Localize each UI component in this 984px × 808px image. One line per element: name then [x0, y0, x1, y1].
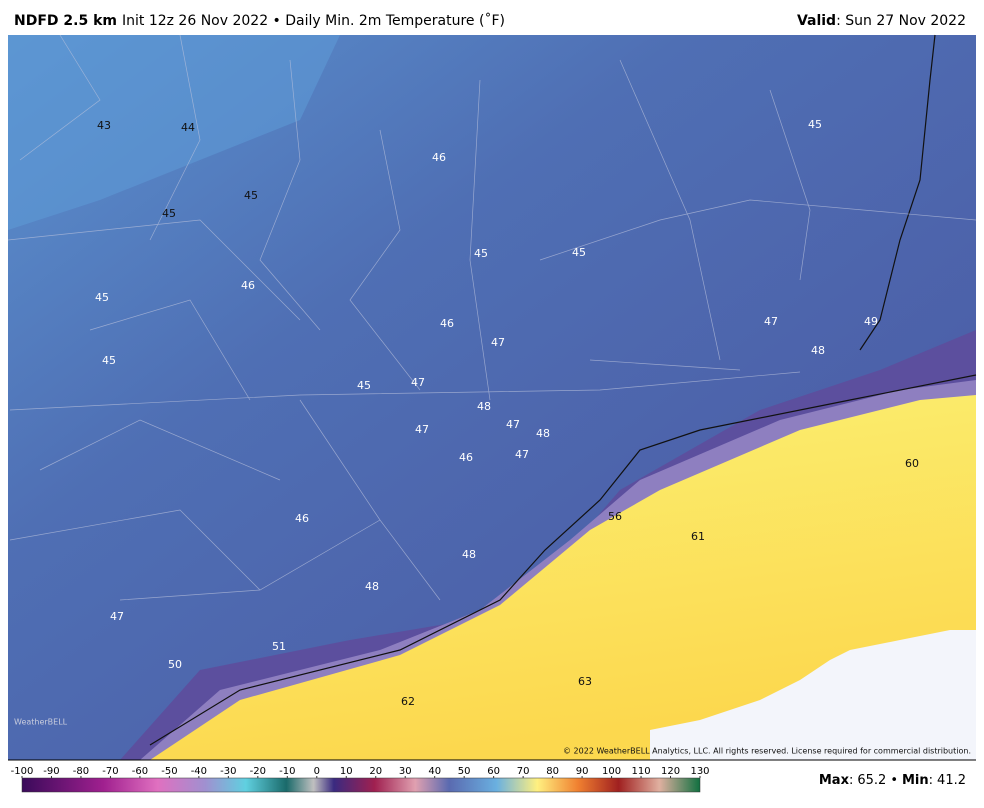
- colorbar-tick-label: 110: [631, 766, 650, 777]
- colorbar-tick-label: 130: [690, 766, 709, 777]
- colorbar-tick-label: 100: [602, 766, 621, 777]
- temperature-label: 46: [440, 317, 454, 330]
- temperature-label: 45: [572, 246, 586, 259]
- header: NDFD 2.5 km Init 12z 26 Nov 2022 • Daily …: [14, 12, 505, 29]
- delimiter: :: [929, 773, 933, 788]
- colorbar-tick-label: -20: [250, 766, 266, 777]
- temperature-label: 45: [808, 118, 822, 131]
- colorbar-tick-label: 90: [576, 766, 589, 777]
- max-value: 65.2: [857, 773, 886, 788]
- temperature-label: 56: [608, 510, 622, 523]
- state-border: [859, 34, 936, 351]
- colorbar-tick-label: -30: [220, 766, 236, 777]
- temperature-label: 45: [102, 354, 116, 367]
- temperature-label: 48: [477, 400, 491, 413]
- temperature-label: 47: [764, 315, 778, 328]
- temperature-label: 49: [864, 315, 878, 328]
- temperature-label: 45: [244, 189, 258, 202]
- stats: Max: 65.2 • Min: 41.2: [819, 773, 966, 788]
- temperature-label: 46: [295, 512, 309, 525]
- min-value: 41.2: [937, 773, 966, 788]
- bullet: •: [890, 773, 898, 788]
- colorbar-tick-label: -80: [73, 766, 89, 777]
- county-lines: [7, 34, 977, 601]
- colorbar-tick-label: 30: [399, 766, 412, 777]
- colorbar-tick-label: -60: [132, 766, 148, 777]
- colorbar-tick-label: -70: [102, 766, 118, 777]
- gulf: [150, 395, 976, 760]
- colorbar-tick-label: 40: [428, 766, 441, 777]
- temperature-label: 48: [365, 580, 379, 593]
- colorbar-tick-label: 10: [340, 766, 353, 777]
- copyright: © 2022 WeatherBELL Analytics, LLC. All r…: [563, 747, 971, 756]
- temperature-label: 51: [272, 640, 286, 653]
- map: WeatherBELL © 2022 WeatherBELL Analytics…: [7, 34, 977, 760]
- max-label: Max: [819, 773, 850, 788]
- colorbar-tick-label: 70: [517, 766, 530, 777]
- temperature-label: 46: [459, 451, 473, 464]
- temperature-label: 45: [162, 207, 176, 220]
- valid-date: : Sun 27 Nov 2022: [836, 13, 966, 29]
- colorbar-tick-label: 0: [314, 766, 320, 777]
- temperature-label: 48: [536, 427, 550, 440]
- colorbar-tick-label: 60: [487, 766, 500, 777]
- colorbar-tick-label: -90: [43, 766, 59, 777]
- min-label: Min: [902, 773, 929, 788]
- temperature-label: 47: [506, 418, 520, 431]
- colorbar-tick-label: 20: [369, 766, 382, 777]
- valid-label: Valid: [797, 13, 836, 29]
- cool-area: [8, 35, 340, 230]
- temperature-label: 63: [578, 675, 592, 688]
- temperature-label: 50: [168, 658, 182, 671]
- temperature-label: 45: [474, 247, 488, 260]
- coastline: [149, 374, 977, 746]
- temperature-label: 48: [462, 548, 476, 561]
- delimiter: :: [849, 773, 853, 788]
- colorbar-tick-label: 50: [458, 766, 471, 777]
- colorbar-tick-label: -40: [191, 766, 207, 777]
- temperature-label: 60: [905, 457, 919, 470]
- temperature-label: 47: [515, 448, 529, 461]
- temperature-label: 46: [241, 279, 255, 292]
- temperature-label: 47: [411, 376, 425, 389]
- colorbar-tick-label: -100: [11, 766, 34, 777]
- product: NDFD 2.5 km: [14, 13, 117, 29]
- logo: WeatherBELL: [14, 718, 68, 727]
- colorbar-tick-label: 120: [661, 766, 680, 777]
- description: Init 12z 26 Nov 2022 • Daily Min. 2m Tem…: [122, 12, 505, 29]
- temperature-label: 45: [95, 291, 109, 304]
- temperature-label: 62: [401, 695, 415, 708]
- temperature-label: 45: [357, 379, 371, 392]
- temperature-label: 46: [432, 151, 446, 164]
- temperature-label: 44: [181, 121, 195, 134]
- temperature-label: 61: [691, 530, 705, 543]
- no-data: [650, 630, 976, 760]
- valid: Valid: Sun 27 Nov 2022: [797, 13, 966, 29]
- colorbar-tick-label: -50: [161, 766, 177, 777]
- temperature-label: 47: [491, 336, 505, 349]
- temperature-label: 43: [97, 119, 111, 132]
- colorbar-tick-label: -10: [279, 766, 295, 777]
- temperature-label: 47: [415, 423, 429, 436]
- colorbar: [21, 777, 701, 793]
- colorbar-tick-label: 80: [546, 766, 559, 777]
- temperature-label: 48: [811, 344, 825, 357]
- temperature-label: 47: [110, 610, 124, 623]
